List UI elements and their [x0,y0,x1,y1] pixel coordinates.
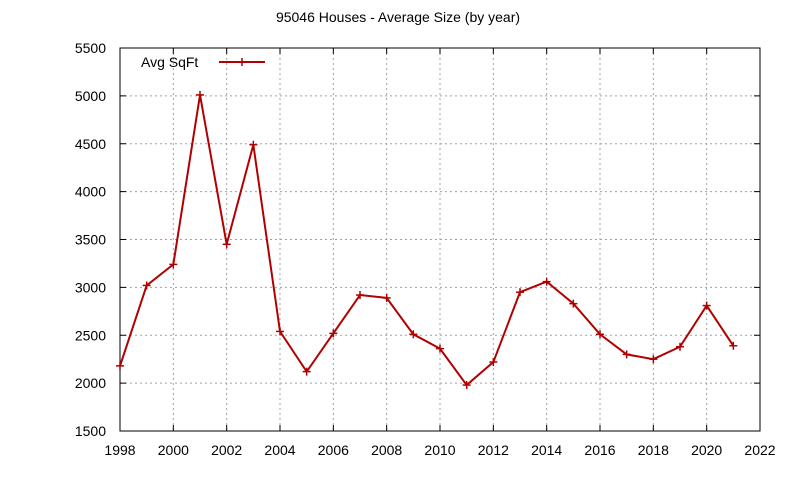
legend-sample [219,58,265,66]
series-line [119,94,735,387]
x-tick-label: 2010 [424,442,455,458]
data-point [169,260,178,269]
data-point [276,327,284,336]
x-tick-label: 2006 [318,442,349,458]
data-point [329,329,338,338]
x-tick-label: 2000 [158,442,189,458]
data-point [116,361,124,370]
y-tick-label: 4000 [75,184,106,200]
data-point [729,341,738,350]
data-point [542,277,551,286]
x-tick-label: 2018 [638,442,669,458]
x-tick-label: 1998 [104,442,135,458]
y-tick-label: 3500 [75,232,106,248]
x-tick-label: 2022 [744,442,775,458]
x-tick-label: 2002 [211,442,242,458]
y-tick-label: 5500 [75,40,106,56]
x-tick-label: 2008 [371,442,402,458]
chart-title: 95046 Houses - Average Size (by year) [276,9,520,25]
y-tick-label: 4500 [75,136,106,152]
grid [120,48,760,431]
data-point [196,90,204,99]
data-point [702,301,711,310]
x-tick-label: 2020 [691,442,722,458]
data-point [249,140,258,149]
y-axis-tick-labels: 1500 2000 2500 3000 3500 4000 4500 5000 5500 [75,40,106,439]
data-point [676,342,684,351]
data-point [222,240,231,249]
data-point [516,288,524,297]
x-axis-tick-labels: 1998 2000 2002 2004 2006 2008 2010 2012 2014 2016… [104,442,775,458]
data-point [382,293,391,302]
x-tick-label: 2004 [264,442,295,458]
legend-label: Avg SqFt [141,54,198,70]
data-point [489,358,498,367]
data-point [649,355,658,364]
y-tick-label: 2000 [75,375,106,391]
data-point [409,330,418,339]
x-tick-label: 2016 [584,442,615,458]
y-tick-label: 2500 [75,327,106,343]
data-point [462,381,471,390]
data-point [142,281,151,290]
data-point [302,367,311,376]
y-tick-label: 5000 [75,88,106,104]
y-tick-label: 1500 [75,423,106,439]
x-tick-label: 2012 [478,442,509,458]
y-tick-label: 3000 [75,279,106,295]
axis-ticks [119,47,761,432]
data-point [569,299,578,308]
data-point [622,350,631,359]
data-point [356,291,364,300]
legend: Avg SqFt [141,54,265,70]
x-tick-label: 2014 [531,442,562,458]
data-point [596,330,604,339]
data-point [436,344,444,353]
series-layer [116,90,738,390]
